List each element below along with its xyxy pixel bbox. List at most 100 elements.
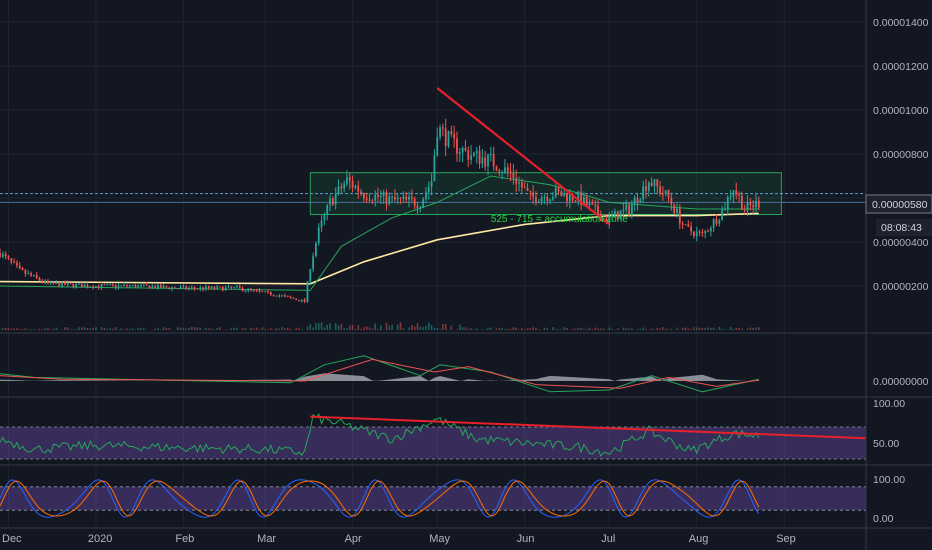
volume-bar — [588, 327, 591, 330]
volume-bar — [399, 322, 402, 330]
candle-body — [362, 192, 365, 199]
candle-body — [585, 196, 588, 206]
candle-body — [535, 196, 537, 203]
candle-body — [145, 284, 148, 286]
volume-bar — [487, 327, 489, 330]
macd-axis-label: 0.00000000 — [873, 376, 929, 388]
candle-body — [518, 182, 520, 184]
candle-body — [540, 197, 543, 203]
volume-bar — [430, 324, 433, 330]
volume-bar — [365, 326, 368, 330]
volume-bar — [4, 328, 7, 330]
volume-bar — [264, 329, 266, 330]
volume-bar — [16, 328, 18, 330]
volume-bar — [718, 327, 721, 330]
candle-body — [444, 128, 447, 147]
candle-body — [551, 197, 554, 200]
volume-bar — [741, 328, 743, 330]
volume-bar — [506, 328, 509, 330]
candle-body — [13, 261, 16, 263]
volume-bar — [408, 327, 410, 330]
candle-body — [315, 243, 317, 257]
candle-body — [44, 280, 47, 282]
volume-bar — [374, 323, 376, 330]
volume-bar — [78, 327, 80, 330]
candle-body — [622, 209, 625, 212]
volume-bar — [66, 327, 69, 330]
candle-body — [427, 186, 430, 193]
volume-bar — [509, 328, 512, 330]
candle-body — [701, 232, 704, 234]
volume-bar — [498, 328, 501, 330]
candle-body — [690, 226, 693, 232]
volume-bar — [411, 325, 413, 330]
last-price-label: 0.00000580 — [872, 199, 928, 211]
candle-body — [267, 291, 269, 293]
volume-bar — [106, 328, 108, 330]
volume-bar — [236, 327, 238, 330]
candle-body — [4, 253, 7, 257]
candle-body — [27, 273, 30, 275]
volume-bar — [537, 329, 540, 330]
candle-body — [275, 295, 278, 297]
candle-body — [238, 286, 241, 288]
volume-bar — [419, 326, 422, 330]
candle-body — [504, 167, 506, 173]
price-trendline — [436, 87, 610, 226]
time-tick-label: May — [429, 533, 450, 545]
volume-bar — [377, 329, 379, 330]
volume-bar — [301, 329, 303, 330]
candle-body — [746, 202, 749, 211]
candle-body — [58, 282, 61, 287]
candle-body — [114, 284, 117, 288]
candle-body — [100, 284, 103, 288]
volume-bar — [224, 329, 227, 330]
volume-bar — [128, 328, 131, 330]
candle-body — [523, 187, 526, 189]
candle-body — [574, 200, 577, 202]
volume-bar — [95, 327, 97, 330]
volume-bar — [230, 328, 233, 330]
candle-body — [106, 284, 109, 286]
rsi-tick-label: 50.00 — [873, 438, 899, 450]
volume-bar — [444, 323, 447, 330]
volume-bar — [402, 328, 405, 330]
candle-body — [738, 194, 740, 196]
candle-body — [752, 205, 755, 208]
candle-body — [137, 285, 140, 288]
volume-bar — [653, 329, 656, 330]
volume-bar — [112, 328, 114, 330]
candle-body — [464, 147, 467, 151]
candle-body — [72, 283, 75, 287]
volume-bar — [456, 329, 458, 330]
volume-bar — [433, 327, 436, 330]
price-tick-label: 0.00001400 — [873, 17, 929, 29]
candle-body — [196, 288, 199, 290]
candle-body — [303, 299, 306, 302]
candle-body — [647, 182, 650, 192]
candle-body — [199, 287, 202, 289]
volume-bar — [695, 327, 698, 330]
volume-bar — [752, 327, 754, 330]
candle-body — [659, 186, 661, 194]
candle-body — [492, 153, 495, 167]
time-tick-label: Aug — [689, 533, 709, 545]
volume-bar — [219, 327, 221, 330]
stoch-k-line — [0, 479, 760, 518]
candle-body — [650, 182, 653, 186]
candle-body — [63, 282, 66, 285]
volume-bar — [275, 328, 278, 330]
macd-line — [0, 358, 759, 389]
candle-body — [724, 208, 726, 211]
volume-bar — [416, 323, 419, 330]
volume-bar — [154, 328, 156, 330]
volume-bar — [721, 328, 723, 330]
candle-body — [241, 287, 244, 292]
volume-bar — [81, 327, 83, 330]
stoch-tick-label: 0.00 — [873, 513, 894, 525]
volume-bar — [261, 327, 264, 330]
volume-bar — [18, 328, 21, 330]
candle-body — [433, 155, 436, 181]
volume-bar — [611, 328, 613, 330]
